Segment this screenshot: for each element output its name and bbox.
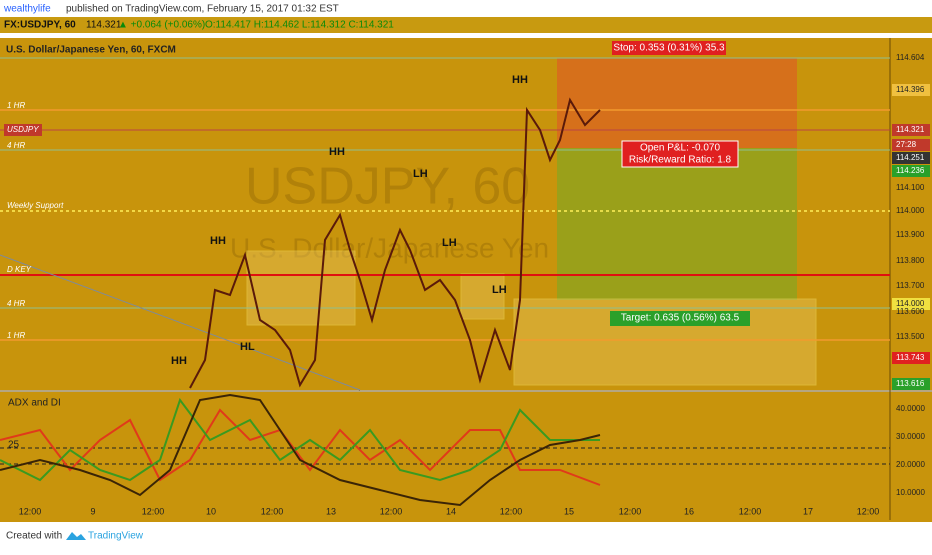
price-axis-label: 113.743 xyxy=(896,353,925,362)
price-axis-label: 113.800 xyxy=(896,256,925,265)
target-zone xyxy=(557,148,797,300)
target-label-bg xyxy=(610,311,750,326)
price-path xyxy=(189,97,601,389)
price-axis-label: 114.000 xyxy=(896,299,925,308)
time-axis-label: 17 xyxy=(803,506,813,516)
time-axis-label: 10 xyxy=(206,506,216,516)
time-axis-label: 15 xyxy=(564,506,574,516)
indicator-axis-label: 20.0000 xyxy=(896,460,925,469)
indicator-axis xyxy=(890,392,932,500)
time-axis-label: 14 xyxy=(446,506,456,516)
time-axis xyxy=(0,500,932,522)
ticker-bar xyxy=(0,17,932,33)
price-tag xyxy=(892,352,930,364)
ticker-change: ▲ +0.064 (+0.06%) xyxy=(118,20,205,31)
price-axis-label: 113.900 xyxy=(896,230,925,239)
time-axis-label: 12:00 xyxy=(619,506,642,516)
zone-box xyxy=(246,250,356,326)
risk-reward: Risk/Reward Ratio: 1.8 xyxy=(629,155,732,166)
level-label: D KEY xyxy=(7,265,32,274)
price-tag xyxy=(892,124,930,136)
indicator-axis-label: 30.0000 xyxy=(896,432,925,441)
time-axis-label: 12:00 xyxy=(500,506,523,516)
indicator-pane xyxy=(0,392,890,500)
price-axis-label: 114.604 xyxy=(896,53,925,62)
annotation: HH xyxy=(210,235,226,247)
price-tag xyxy=(892,84,930,96)
indicator-axis-label: 40.0000 xyxy=(896,404,925,413)
annotation: HH xyxy=(512,74,528,86)
footer xyxy=(0,522,932,550)
time-axis-label: 12:00 xyxy=(142,506,165,516)
price-axis-label: 114.251 xyxy=(896,153,925,162)
stop-zone xyxy=(557,58,797,148)
time-axis-label: 16 xyxy=(684,506,694,516)
footer-brand[interactable]: TradingView xyxy=(88,531,144,542)
stop-label-bg xyxy=(612,41,726,55)
published: published on TradingView.com, February 1… xyxy=(66,4,339,15)
annotation: LH xyxy=(413,168,428,180)
trend-line xyxy=(0,254,361,391)
price-axis-label: 113.500 xyxy=(896,332,925,341)
author[interactable]: wealthylife xyxy=(3,4,51,15)
ticker-last: 114.321 xyxy=(86,20,122,31)
level-label: 1 HR xyxy=(7,331,25,340)
adx xyxy=(0,393,601,507)
price-axis-label: 27:28 xyxy=(896,140,917,149)
level-label: Weekly Support xyxy=(7,201,64,210)
ticker-ohlc: O:114.417 H:114.462 L:114.312 C:114.321 xyxy=(205,20,394,31)
footer-created: Created with xyxy=(6,531,62,542)
symbol-tag xyxy=(4,124,42,136)
price-axis-label: 114.236 xyxy=(896,166,925,175)
annotation: HH xyxy=(329,146,345,158)
time-axis-label: 13 xyxy=(326,506,336,516)
annotation: HH xyxy=(171,355,187,367)
level-label: USDJPY xyxy=(7,125,39,134)
price-tag xyxy=(892,298,930,310)
price-tag xyxy=(892,378,930,390)
time-axis-label: 9 xyxy=(90,506,95,516)
annotation: LH xyxy=(492,284,507,296)
time-axis-label: 12:00 xyxy=(380,506,403,516)
price-axis-label: 114.396 xyxy=(896,85,925,94)
price-tag xyxy=(892,152,930,164)
annotation: HL xyxy=(240,341,255,353)
level-label: 1 HR xyxy=(7,101,25,110)
target-label: Target: 0.635 (0.56%) 63.5 xyxy=(621,313,740,324)
zone-box xyxy=(460,273,505,320)
time-axis-label: 12:00 xyxy=(261,506,284,516)
price-tag xyxy=(892,139,930,151)
indicator-axis-label: 10.0000 xyxy=(896,488,925,497)
price-axis-label: 114.321 xyxy=(896,125,925,134)
price-axis-label: 114.100 xyxy=(896,183,925,192)
indicator-level: 25 xyxy=(8,440,20,451)
price-tag xyxy=(892,165,930,177)
di-plus xyxy=(0,397,600,482)
symbol-description: U.S. Dollar/Japanese Yen, 60, FXCM xyxy=(6,45,176,56)
price-axis-label: 113.600 xyxy=(896,307,925,316)
pl-box xyxy=(621,140,739,168)
price-axis-label: 114.000 xyxy=(896,206,925,215)
annotation: LH xyxy=(442,237,457,249)
logo xyxy=(66,532,86,540)
stop-label: Stop: 0.353 (0.31%) 35.3 xyxy=(613,43,725,54)
price-axis-label: 113.700 xyxy=(896,281,925,290)
time-axis-label: 12:00 xyxy=(857,506,880,516)
level-label: 4 HR xyxy=(7,141,25,150)
level-label: 4 HR xyxy=(7,299,25,308)
time-axis-label: 12:00 xyxy=(19,506,42,516)
indicator-title: ADX and DI xyxy=(8,398,61,409)
ticker-symbol: FX:USDJPY, 60 xyxy=(4,20,76,31)
watermark: USDJPY, 60 xyxy=(245,158,530,216)
price-axis-label: 113.616 xyxy=(896,379,925,388)
open-pl: Open P&L: -0.070 xyxy=(640,143,720,154)
time-axis-label: 12:00 xyxy=(739,506,762,516)
price-axis xyxy=(890,38,932,390)
